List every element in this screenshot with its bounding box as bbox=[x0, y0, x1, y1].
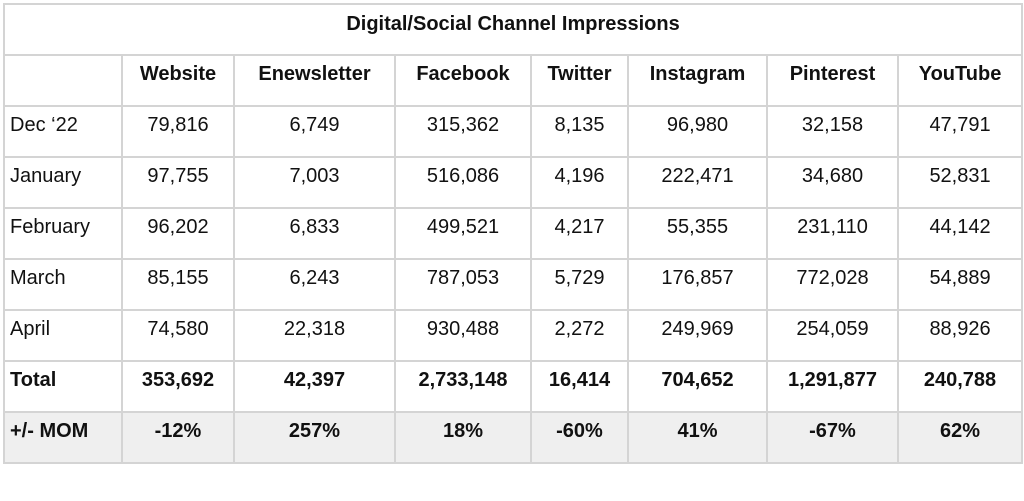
table-row: February 96,202 6,833 499,521 4,217 55,355 231… bbox=[3, 207, 1024, 260]
cell-facebook: 18% bbox=[394, 411, 532, 464]
cell-enewsletter: 257% bbox=[233, 411, 396, 464]
cell-facebook: 787,053 bbox=[394, 258, 532, 311]
impressions-table: Digital/Social Channel Impressions Websi… bbox=[2, 3, 1024, 464]
cell-facebook: 315,362 bbox=[394, 105, 532, 158]
row-label: April bbox=[3, 309, 123, 362]
cell-youtube: 240,788 bbox=[896, 360, 1024, 413]
column-header-twitter: Twitter bbox=[530, 54, 629, 107]
cell-youtube: 62% bbox=[896, 411, 1024, 464]
cell-twitter: 16,414 bbox=[530, 360, 629, 413]
cell-enewsletter: 6,833 bbox=[233, 207, 396, 260]
cell-facebook: 516,086 bbox=[394, 156, 532, 209]
cell-instagram: 55,355 bbox=[627, 207, 768, 260]
cell-facebook: 2,733,148 bbox=[394, 360, 532, 413]
cell-twitter: 5,729 bbox=[530, 258, 629, 311]
table-row: Dec ‘22 79,816 6,749 315,362 8,135 96,980 32,1… bbox=[3, 105, 1024, 158]
total-row: Total 353,692 42,397 2,733,148 16,414 704,652… bbox=[3, 360, 1024, 413]
header-blank bbox=[3, 54, 123, 107]
cell-website: -12% bbox=[121, 411, 235, 464]
title-row: Digital/Social Channel Impressions bbox=[2, 3, 1024, 56]
row-label: January bbox=[3, 156, 123, 209]
cell-instagram: 249,969 bbox=[627, 309, 768, 362]
cell-website: 74,580 bbox=[121, 309, 235, 362]
cell-website: 85,155 bbox=[121, 258, 235, 311]
cell-website: 96,202 bbox=[121, 207, 235, 260]
mom-row: +/- MOM -12% 257% 18% -60% 41% -67% 62% bbox=[3, 411, 1024, 464]
row-label: Total bbox=[3, 360, 123, 413]
cell-enewsletter: 7,003 bbox=[233, 156, 396, 209]
column-header-youtube: YouTube bbox=[896, 54, 1024, 107]
cell-website: 353,692 bbox=[121, 360, 235, 413]
cell-facebook: 499,521 bbox=[394, 207, 532, 260]
row-label: +/- MOM bbox=[3, 411, 123, 464]
cell-instagram: 176,857 bbox=[627, 258, 768, 311]
cell-youtube: 52,831 bbox=[896, 156, 1024, 209]
cell-twitter: 8,135 bbox=[530, 105, 629, 158]
cell-twitter: 2,272 bbox=[530, 309, 629, 362]
header-row: Website Enewsletter Facebook Twitter Instagr… bbox=[3, 54, 1024, 107]
column-header-pinterest: Pinterest bbox=[766, 54, 899, 107]
cell-instagram: 704,652 bbox=[627, 360, 768, 413]
cell-instagram: 41% bbox=[627, 411, 768, 464]
cell-youtube: 44,142 bbox=[896, 207, 1024, 260]
cell-pinterest: 34,680 bbox=[766, 156, 899, 209]
table-row: March 85,155 6,243 787,053 5,729 176,857 772,0… bbox=[3, 258, 1024, 311]
cell-instagram: 222,471 bbox=[627, 156, 768, 209]
cell-website: 97,755 bbox=[121, 156, 235, 209]
cell-enewsletter: 6,243 bbox=[233, 258, 396, 311]
cell-instagram: 96,980 bbox=[627, 105, 768, 158]
cell-twitter: -60% bbox=[530, 411, 629, 464]
cell-enewsletter: 6,749 bbox=[233, 105, 396, 158]
table-title: Digital/Social Channel Impressions bbox=[2, 3, 1024, 56]
column-header-instagram: Instagram bbox=[627, 54, 768, 107]
cell-youtube: 47,791 bbox=[896, 105, 1024, 158]
cell-enewsletter: 42,397 bbox=[233, 360, 396, 413]
cell-pinterest: -67% bbox=[766, 411, 899, 464]
cell-twitter: 4,217 bbox=[530, 207, 629, 260]
column-header-facebook: Facebook bbox=[394, 54, 532, 107]
column-header-website: Website bbox=[121, 54, 235, 107]
cell-enewsletter: 22,318 bbox=[233, 309, 396, 362]
cell-twitter: 4,196 bbox=[530, 156, 629, 209]
cell-pinterest: 1,291,877 bbox=[766, 360, 899, 413]
row-label: March bbox=[3, 258, 123, 311]
cell-facebook: 930,488 bbox=[394, 309, 532, 362]
cell-youtube: 88,926 bbox=[896, 309, 1024, 362]
cell-youtube: 54,889 bbox=[896, 258, 1024, 311]
table-row: April 74,580 22,318 930,488 2,272 249,969 254,… bbox=[3, 309, 1024, 362]
row-label: February bbox=[3, 207, 123, 260]
cell-pinterest: 32,158 bbox=[766, 105, 899, 158]
table-row: January 97,755 7,003 516,086 4,196 222,471 34,… bbox=[3, 156, 1024, 209]
cell-pinterest: 231,110 bbox=[766, 207, 899, 260]
cell-pinterest: 772,028 bbox=[766, 258, 899, 311]
row-label: Dec ‘22 bbox=[3, 105, 123, 158]
column-header-enewsletter: Enewsletter bbox=[233, 54, 396, 107]
cell-pinterest: 254,059 bbox=[766, 309, 899, 362]
cell-website: 79,816 bbox=[121, 105, 235, 158]
